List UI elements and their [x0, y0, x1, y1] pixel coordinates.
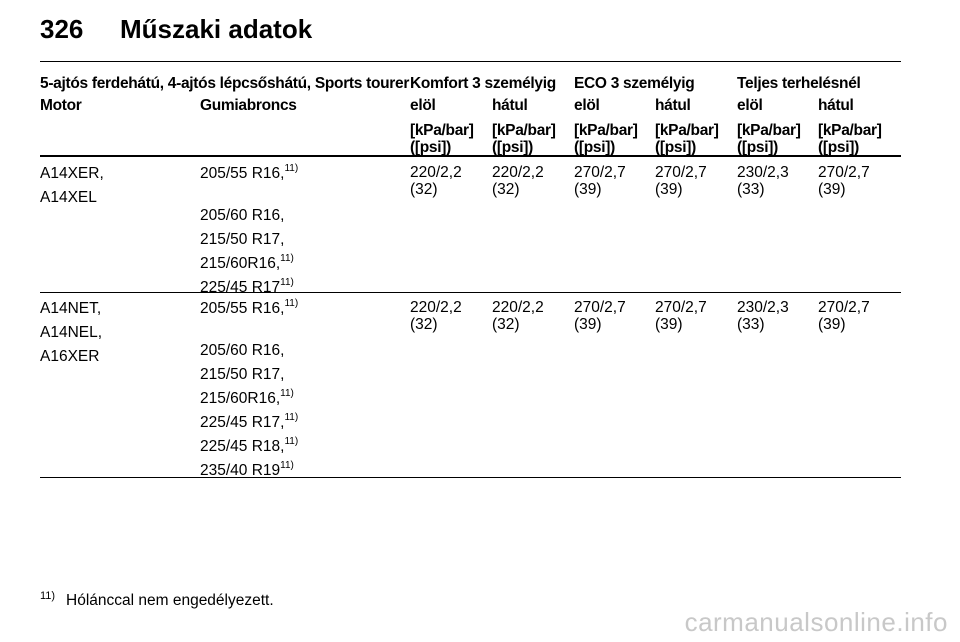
- motor-code: A16XER: [40, 348, 100, 365]
- unit-header: [kPa/bar] ([psi]): [818, 122, 882, 156]
- motor-code: A14NEL,: [40, 324, 103, 341]
- unit-header: [kPa/bar] ([psi]): [492, 122, 556, 156]
- tire-size: 205/60 R16,: [200, 342, 285, 359]
- header-divider: [40, 155, 901, 157]
- footnote-ref: 11): [280, 252, 294, 264]
- unit-header: [kPa/bar] ([psi]): [574, 122, 638, 156]
- watermark: carmanualsonline.info: [684, 607, 948, 637]
- pressure-cell: 270/2,7 (39): [574, 299, 626, 333]
- table-row-tires: 205/55 R16,11) 205/60 R16, 215/50 R17, 2…: [200, 297, 298, 483]
- column-header-front: elöl: [574, 97, 600, 114]
- pressure-cell: 270/2,7 (39): [655, 299, 707, 333]
- tire-size: 215/50 R17,: [200, 231, 285, 248]
- footnote-ref: 11): [280, 387, 294, 399]
- load-group-eco: ECO 3 személyig: [574, 75, 695, 92]
- footnote-ref: 11): [284, 435, 299, 447]
- motor-code: A14XEL: [40, 189, 97, 206]
- pressure-cell: 270/2,7 (39): [655, 164, 707, 198]
- tire-size: 225/45 R18,11): [200, 435, 299, 455]
- footnote-ref: 11): [280, 459, 294, 471]
- pressure-cell: 270/2,7 (39): [818, 299, 870, 333]
- load-group-full: Teljes terhelésnél: [737, 75, 861, 92]
- motor-code: A14NET,: [40, 300, 102, 317]
- pressure-cell: 230/2,3 (33): [737, 299, 789, 333]
- column-header-front: elöl: [410, 97, 436, 114]
- tire-size: 205/60 R16,: [200, 207, 285, 224]
- tire-size: 225/45 R17,11): [200, 411, 299, 431]
- footnote-text: Hólánccal nem engedélyezett.: [66, 592, 274, 609]
- footnote-ref: 11): [284, 411, 299, 423]
- row-divider: [40, 477, 901, 478]
- load-group-comfort: Komfort 3 személyig: [410, 75, 556, 92]
- tire-size: 235/40 R1911): [200, 459, 294, 479]
- tire-size: 215/50 R17,: [200, 366, 285, 383]
- tire-size: 225/45 R1711): [200, 276, 294, 296]
- top-divider: [40, 61, 901, 62]
- table-row-tires: 205/55 R16,11) 205/60 R16, 215/50 R17, 2…: [200, 162, 298, 300]
- column-header-rear: hátul: [818, 97, 854, 114]
- pressure-cell: 220/2,2 (32): [492, 299, 544, 333]
- pressure-cell: 220/2,2 (32): [410, 299, 462, 333]
- tire-size: 215/60R16,11): [200, 252, 294, 272]
- column-header-rear: hátul: [655, 97, 691, 114]
- table-row-motors: A14XER, A14XEL: [40, 162, 104, 210]
- page-number: 326: [40, 14, 84, 44]
- footnote-marker: 11): [40, 590, 56, 602]
- pressure-cell: 230/2,3 (33): [737, 164, 789, 198]
- column-header-tire: Gumiabroncs: [200, 97, 297, 114]
- unit-header: [kPa/bar] ([psi]): [410, 122, 474, 156]
- motor-code: A14XER,: [40, 165, 104, 182]
- pressure-cell: 270/2,7 (39): [574, 164, 626, 198]
- tire-size: 205/55 R16,11): [200, 297, 299, 317]
- table-row-motors: A14NET, A14NEL, A16XER: [40, 297, 102, 369]
- page-title: Műszaki adatok: [120, 14, 313, 44]
- column-header-front: elöl: [737, 97, 763, 114]
- unit-header: [kPa/bar] ([psi]): [655, 122, 719, 156]
- tire-size: 205/55 R16,11): [200, 162, 299, 182]
- pressure-cell: 220/2,2 (32): [410, 164, 462, 198]
- tire-size: 215/60R16,11): [200, 387, 294, 407]
- row-divider: [40, 292, 901, 293]
- unit-header: [kPa/bar] ([psi]): [737, 122, 801, 156]
- footnote-ref: 11): [284, 162, 299, 174]
- pressure-cell: 220/2,2 (32): [492, 164, 544, 198]
- footnote-ref: 11): [280, 276, 294, 288]
- column-header-motor: Motor: [40, 97, 82, 114]
- vehicle-group-label: 5-ajtós ferdehátú, 4-ajtós lépcsőshátú, …: [40, 75, 410, 92]
- pressure-cell: 270/2,7 (39): [818, 164, 870, 198]
- footnote-ref: 11): [284, 297, 299, 309]
- column-header-rear: hátul: [492, 97, 528, 114]
